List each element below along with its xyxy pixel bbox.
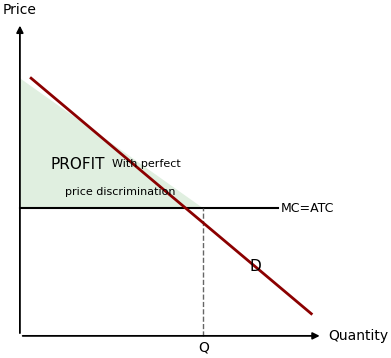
Text: Price: Price (3, 3, 37, 17)
Text: Quantity: Quantity (328, 329, 388, 343)
Text: PROFIT: PROFIT (51, 156, 105, 171)
Text: D: D (249, 259, 262, 274)
Text: Q: Q (198, 340, 209, 354)
Text: price discrimination: price discrimination (65, 187, 175, 197)
Text: MC=ATC: MC=ATC (280, 202, 334, 215)
Text: With perfect: With perfect (112, 159, 181, 169)
Polygon shape (20, 78, 203, 208)
